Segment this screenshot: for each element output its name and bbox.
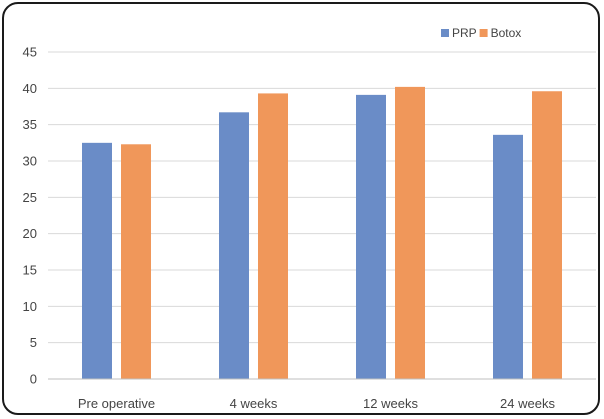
legend-swatch-botox bbox=[479, 29, 488, 37]
legend: PRP Botox bbox=[441, 26, 521, 40]
y-tick-label: 0 bbox=[30, 372, 37, 387]
x-axis-categories: Pre operative 4 weeks 12 weeks 24 weeks bbox=[78, 396, 556, 411]
bar-chart: 0 5 10 15 20 25 30 35 40 45 Pre operative 4 weeks 1… bbox=[23, 26, 596, 411]
bars bbox=[82, 86, 562, 380]
bar-botox-3 bbox=[532, 91, 562, 380]
y-tick-label: 40 bbox=[23, 81, 37, 96]
y-tick-label: 15 bbox=[23, 263, 37, 278]
bar-prp-0 bbox=[82, 142, 112, 379]
x-category-label: 4 weeks bbox=[230, 396, 278, 411]
legend-label-prp: PRP bbox=[452, 26, 477, 40]
y-tick-label: 25 bbox=[23, 190, 37, 205]
y-axis-ticks: 0 5 10 15 20 25 30 35 40 45 bbox=[23, 45, 37, 387]
y-tick-label: 45 bbox=[23, 45, 37, 60]
bar-prp-2 bbox=[356, 94, 386, 379]
chart-frame: 0 5 10 15 20 25 30 35 40 45 Pre operative 4 weeks 1… bbox=[2, 2, 600, 415]
y-tick-label: 5 bbox=[30, 335, 37, 350]
x-category-label: Pre operative bbox=[78, 396, 155, 411]
bar-botox-1 bbox=[258, 93, 288, 380]
y-tick-label: 30 bbox=[23, 154, 37, 169]
bar-botox-0 bbox=[121, 144, 151, 379]
y-tick-label: 20 bbox=[23, 226, 37, 241]
bar-prp-1 bbox=[219, 112, 249, 380]
legend-label-botox: Botox bbox=[491, 26, 522, 40]
legend-swatch-prp bbox=[441, 29, 449, 37]
bar-prp-3 bbox=[493, 134, 523, 379]
bar-botox-2 bbox=[395, 86, 425, 379]
x-category-label: 24 weeks bbox=[500, 396, 555, 411]
y-tick-label: 35 bbox=[23, 117, 37, 132]
x-category-label: 12 weeks bbox=[363, 396, 418, 411]
y-tick-label: 10 bbox=[23, 299, 37, 314]
